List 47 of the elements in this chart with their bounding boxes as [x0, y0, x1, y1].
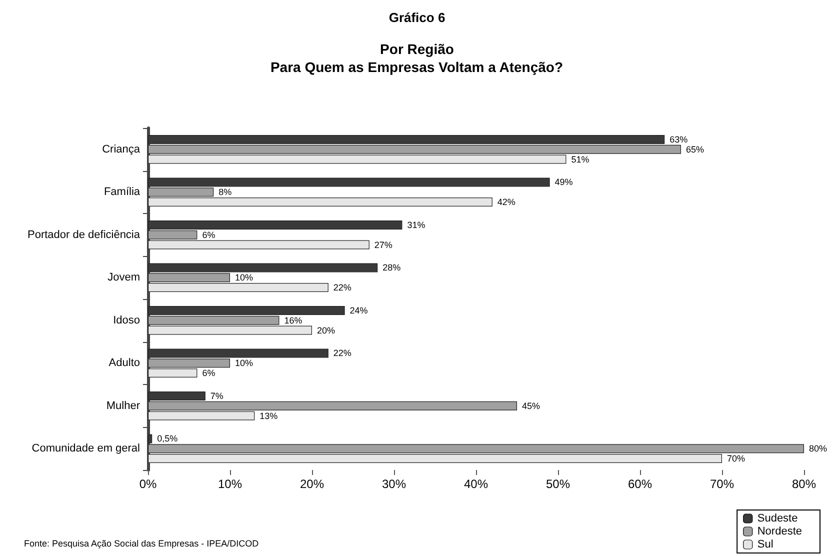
x-tick-label: 20% — [300, 477, 324, 491]
data-label: 49% — [554, 177, 573, 188]
legend-label: Sul — [757, 538, 774, 550]
x-tick-label: 0% — [139, 477, 157, 491]
y-tick-label: Portador de deficiência — [27, 228, 141, 241]
legend-label: Sudeste — [757, 512, 798, 524]
data-label: 6% — [202, 230, 216, 240]
chart-subtitle: Por Região Para Quem as Empresas Voltam a Atenção? — [270, 41, 564, 75]
y-tick-label: Mulher — [106, 400, 140, 412]
data-label: 13% — [260, 410, 278, 421]
data-label: 31% — [407, 220, 426, 230]
data-label: 22% — [333, 282, 352, 293]
data-label: 0,5% — [157, 434, 178, 444]
data-label: 80% — [809, 444, 828, 454]
data-label: 65% — [686, 144, 704, 154]
data-label: 63% — [670, 134, 688, 144]
data-label: 20% — [317, 325, 336, 336]
data-label: 7% — [210, 390, 224, 401]
y-tick-label: Família — [104, 186, 141, 198]
x-tick-label: 40% — [464, 477, 488, 491]
data-label: 24% — [350, 305, 368, 316]
data-label: 8% — [218, 187, 232, 198]
x-tick-label: 30% — [382, 477, 406, 491]
data-label: 27% — [374, 240, 392, 250]
data-label: 70% — [727, 454, 746, 464]
data-label: 10% — [235, 358, 254, 368]
x-tick-label: 70% — [710, 477, 734, 491]
legend-label: Nordeste — [757, 526, 802, 538]
data-label: 16% — [284, 315, 302, 326]
data-label: 6% — [202, 368, 216, 378]
x-tick-label: 50% — [546, 477, 570, 491]
x-tick-label: 80% — [792, 477, 816, 491]
data-label: 51% — [571, 154, 590, 164]
data-label: 28% — [382, 262, 401, 273]
y-tick-label: Jovem — [108, 272, 140, 284]
data-label: 45% — [522, 400, 540, 411]
data-label: 22% — [333, 348, 352, 358]
chart-title: Gráfico 6 — [388, 10, 446, 25]
y-tick-label: Adulto — [108, 357, 140, 370]
x-tick-label: 60% — [628, 477, 652, 491]
data-label: 10% — [235, 272, 254, 283]
x-tick-label: 10% — [218, 477, 242, 491]
data-label: 42% — [497, 197, 516, 208]
source-note: Fonte: Pesquisa Ação Social das Empresas - IPEA/DICOD — [24, 538, 260, 548]
y-tick-label: Comunidade em geral — [32, 442, 140, 455]
y-tick-label: Criança — [102, 143, 141, 156]
y-tick-label: Idoso — [113, 314, 140, 326]
